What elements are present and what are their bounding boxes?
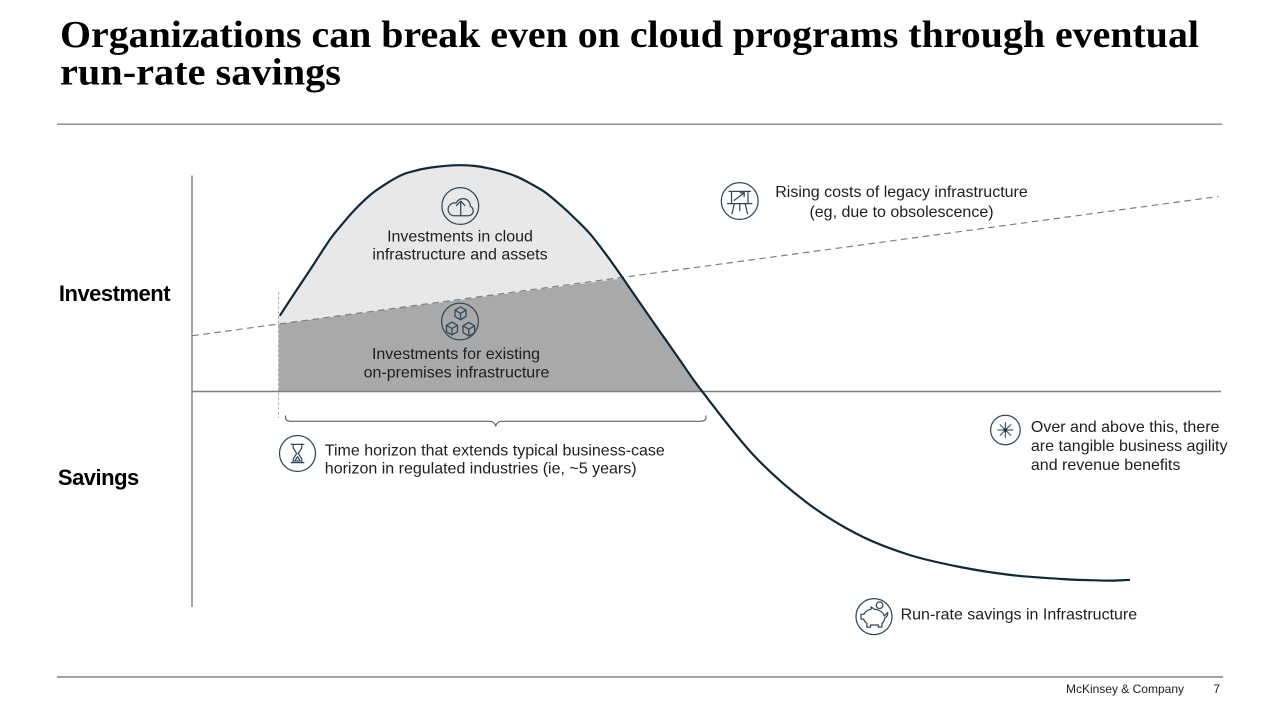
svg-text:and revenue benefits: and revenue benefits [1031, 457, 1180, 474]
svg-text:Organizations can break even o: Organizations can break even on cloud pr… [60, 14, 1199, 56]
svg-text:Time horizon that extends typi: Time horizon that extends typical busine… [325, 443, 665, 460]
svg-text:Investments for existing: Investments for existing [372, 346, 540, 363]
svg-text:Run-rate savings in Infrastruc: Run-rate savings in Infrastructure [901, 607, 1138, 624]
svg-text:are tangible business agility: are tangible business agility [1031, 438, 1228, 455]
svg-text:infrastructure and assets: infrastructure and assets [372, 247, 547, 264]
svg-text:(eg, due to obsolescence): (eg, due to obsolescence) [809, 204, 993, 221]
svg-text:Rising costs of legacy infrast: Rising costs of legacy infrastructure [775, 184, 1028, 201]
svg-text:7: 7 [1213, 682, 1220, 696]
svg-text:McKinsey & Company: McKinsey & Company [1066, 682, 1184, 696]
svg-text:Investments in cloud: Investments in cloud [387, 229, 533, 246]
svg-text:on-premises infrastructure: on-premises infrastructure [364, 365, 550, 382]
svg-text:Over and above this, there: Over and above this, there [1031, 419, 1220, 436]
svg-text:run-rate savings: run-rate savings [60, 51, 341, 93]
svg-text:Investment: Investment [59, 281, 171, 306]
svg-text:Savings: Savings [58, 465, 139, 490]
svg-text:horizon in regulated industrie: horizon in regulated industries (ie, ~5 … [325, 461, 637, 478]
